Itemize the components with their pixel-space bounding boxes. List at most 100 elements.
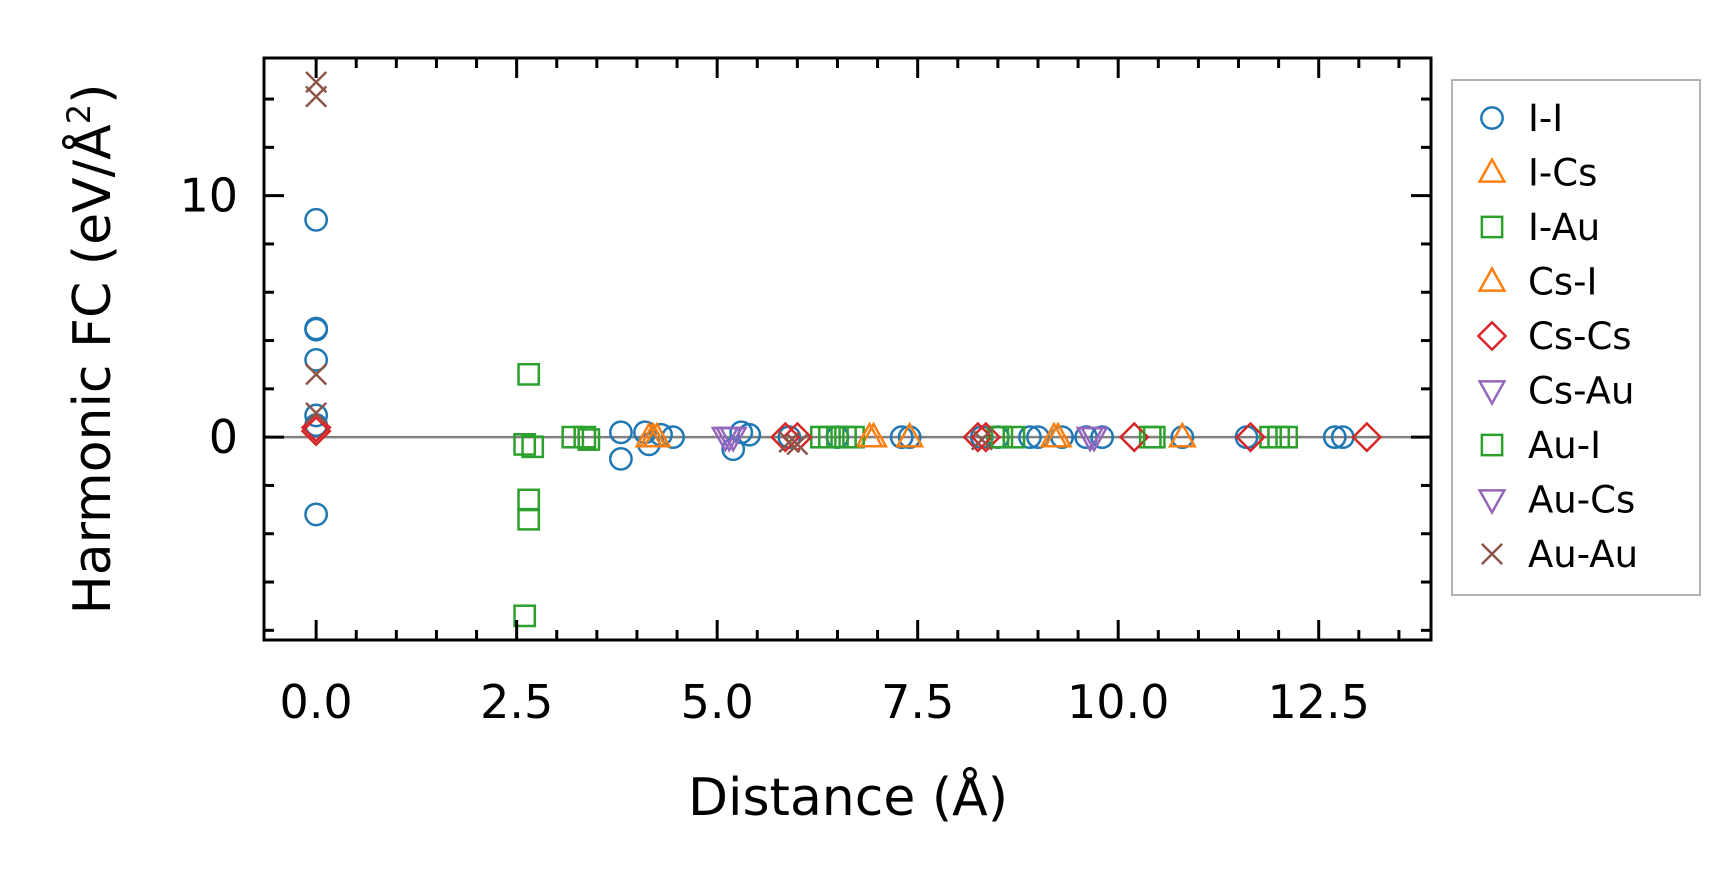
- data-point: [517, 362, 541, 386]
- data-point: [573, 425, 597, 449]
- data-point: [304, 207, 329, 232]
- legend-item-i-au: I-Au: [1480, 206, 1600, 249]
- legend-item-au-cs: Au-Cs: [1477, 479, 1635, 522]
- series-i-au: [513, 362, 1299, 628]
- y-tick-label: 0: [209, 410, 238, 464]
- x-tick-label: 10.0: [1067, 675, 1169, 729]
- legend-label: Cs-Cs: [1528, 315, 1632, 358]
- data-point: [517, 488, 541, 512]
- data-point: [1267, 425, 1290, 449]
- data-point: [1090, 425, 1115, 450]
- legend-item-au-i: Au-I: [1480, 424, 1601, 467]
- legend-marker: [1480, 542, 1504, 566]
- legend: I-I I-Cs I-Au Cs-I Cs-Cs Cs-Au Au-I Au-Cs Au-Au: [1451, 79, 1701, 596]
- x-tick-label: 2.5: [480, 675, 553, 729]
- data-points-layer: [300, 71, 1383, 628]
- legend-label: Au-I: [1528, 424, 1601, 467]
- x-tick-label: 0.0: [280, 675, 353, 729]
- y-axis-label-main: Harmonic FC (eV/Å: [61, 124, 123, 615]
- plot-frame: [262, 56, 1433, 642]
- legend-marker: [1476, 320, 1508, 352]
- y-axis-label: Harmonic FC (eV/Å2): [60, 84, 123, 615]
- x-tick-label: 12.5: [1268, 675, 1370, 729]
- data-point: [834, 425, 857, 449]
- data-point: [895, 421, 925, 448]
- data-point: [513, 433, 537, 456]
- data-point: [1351, 421, 1383, 453]
- y-axis-label-close: ): [63, 84, 123, 104]
- legend-marker: [1477, 380, 1507, 407]
- series-cs-cs: [300, 412, 1383, 453]
- legend-marker: [1477, 265, 1507, 292]
- legend-label: I-I: [1528, 97, 1563, 140]
- legend-marker: [1480, 215, 1504, 239]
- data-point: [304, 317, 329, 342]
- legend-label: Cs-I: [1528, 261, 1597, 304]
- data-point: [1018, 425, 1042, 450]
- data-point: [1026, 425, 1050, 450]
- data-point: [577, 428, 601, 451]
- data-point: [513, 604, 537, 628]
- data-point: [305, 85, 328, 108]
- axis-ticks-layer: [264, 58, 1431, 640]
- data-point: [962, 421, 994, 453]
- data-point: [778, 430, 801, 453]
- data-point: [300, 415, 332, 447]
- legend-label: Au-Cs: [1528, 479, 1635, 522]
- data-point: [990, 425, 1014, 449]
- data-point: [714, 426, 744, 453]
- data-point: [633, 420, 657, 445]
- data-point: [1043, 421, 1073, 448]
- data-point: [970, 428, 993, 451]
- series-au-i: [573, 425, 1290, 449]
- legend-item-i-cs: I-Cs: [1477, 152, 1597, 195]
- data-point: [1322, 425, 1347, 450]
- legend-marker: [1477, 156, 1507, 183]
- legend-label: I-Cs: [1528, 152, 1597, 195]
- series-i-i: [304, 207, 1355, 527]
- series-cs-i: [638, 421, 1197, 448]
- legend-item-cs-au: Cs-Au: [1477, 370, 1634, 413]
- legend-item-i-i: I-I: [1480, 97, 1563, 140]
- data-point: [1075, 426, 1105, 453]
- legend-marker: [1480, 433, 1504, 457]
- legend-item-cs-i: Cs-I: [1477, 261, 1597, 304]
- legend-label: I-Au: [1528, 206, 1600, 249]
- data-point: [521, 435, 545, 459]
- data-point: [304, 403, 329, 428]
- data-point: [609, 420, 633, 445]
- data-point: [1142, 425, 1166, 449]
- legend-item-au-au: Au-Au: [1480, 533, 1638, 576]
- y-axis-label-superscript: 2: [60, 104, 98, 124]
- data-point: [561, 425, 585, 449]
- data-point: [1167, 421, 1197, 448]
- tick-labels-layer: 0.0 2.5 5.0 7.5 10.0 12.5 0 10: [179, 169, 1369, 729]
- data-point: [661, 425, 685, 450]
- data-point: [889, 425, 914, 450]
- data-point: [786, 433, 809, 456]
- data-point: [1002, 425, 1026, 449]
- x-tick-label: 7.5: [881, 675, 954, 729]
- legend-marker: [1477, 489, 1507, 516]
- y-tick-label: 10: [179, 169, 238, 223]
- data-point: [769, 421, 801, 453]
- x-axis-label: Distance (Å): [688, 766, 1008, 828]
- legend-label: Cs-Au: [1528, 370, 1634, 413]
- data-point: [305, 363, 328, 386]
- data-point: [305, 401, 328, 425]
- data-point: [818, 425, 841, 449]
- series-au-cs: [714, 426, 1105, 453]
- data-point: [1235, 421, 1266, 453]
- data-point: [638, 421, 668, 448]
- data-point: [855, 421, 885, 448]
- data-point: [517, 507, 541, 531]
- series-au-au: [305, 71, 993, 456]
- data-point: [304, 347, 329, 372]
- data-point: [609, 446, 633, 471]
- legend-item-cs-cs: Cs-Cs: [1476, 315, 1632, 358]
- data-point: [859, 421, 889, 448]
- legend-label: Au-Au: [1528, 533, 1638, 576]
- data-point: [304, 502, 329, 527]
- data-point: [970, 421, 1002, 453]
